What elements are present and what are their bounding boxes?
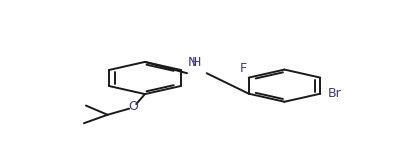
Text: H: H [192, 56, 202, 69]
Text: Br: Br [327, 87, 341, 100]
Text: N: N [187, 56, 197, 69]
Text: O: O [128, 100, 138, 113]
Text: F: F [239, 62, 246, 75]
